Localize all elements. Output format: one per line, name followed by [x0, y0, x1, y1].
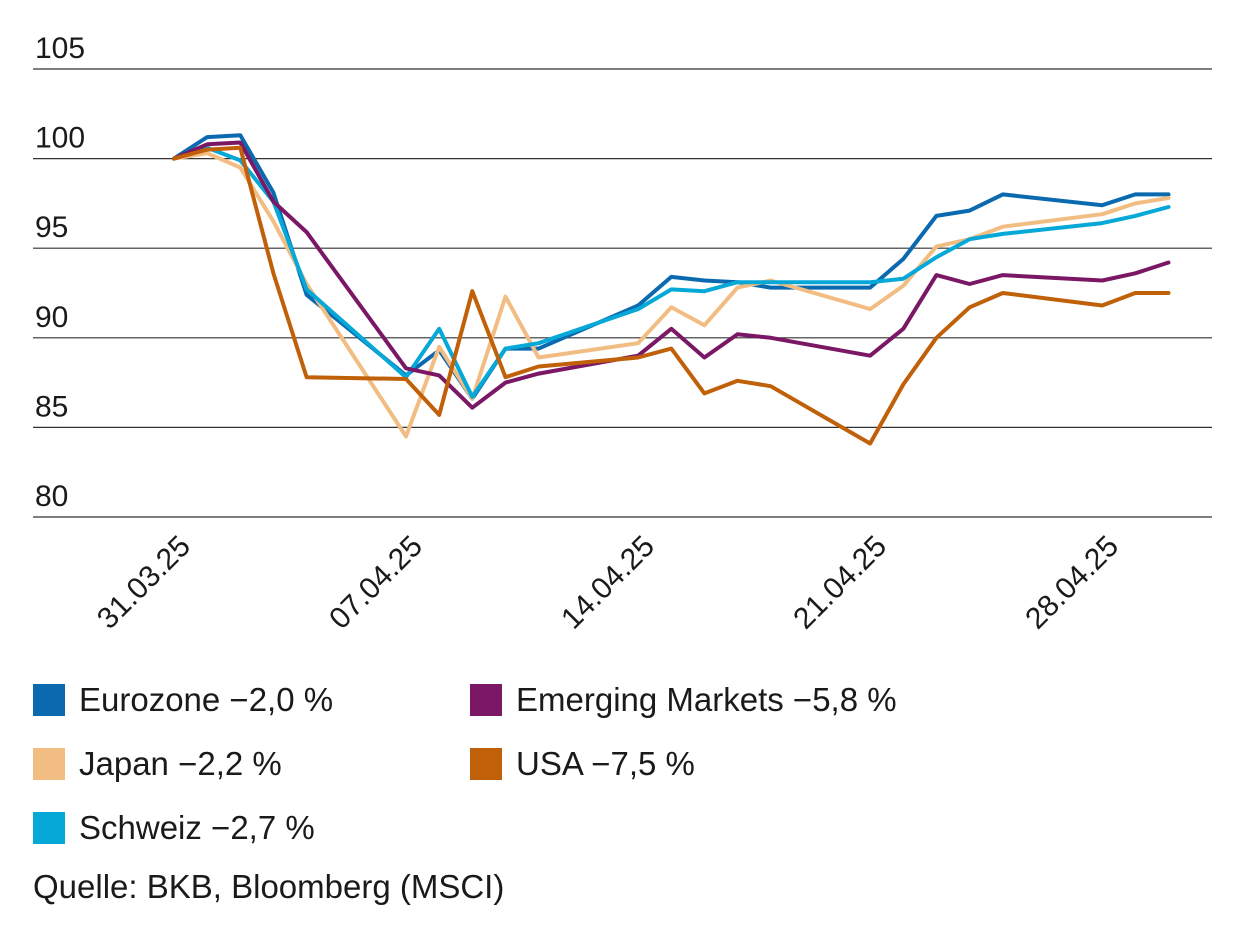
legend-item-usa: USA −7,5 % — [470, 744, 695, 784]
legend-item-schweiz: Schweiz −2,7 % — [33, 808, 315, 848]
series-line — [172, 145, 1171, 399]
legend-label: USA −7,5 % — [516, 745, 695, 782]
x-axis-ticks: 31.03.25 07.04.25 14.04.25 21.04.25 28.04.25 — [91, 530, 1125, 636]
y-tick-label: 90 — [35, 301, 68, 334]
legend-label: Eurozone −2,0 % — [79, 681, 334, 718]
legend-label: Japan −2,2 % — [79, 745, 282, 782]
legend-swatch — [470, 748, 502, 780]
grid-lines — [33, 68, 1212, 518]
legend-item-eurozone: Eurozone −2,0 % — [33, 680, 333, 720]
y-axis-ticks: 105 100 95 90 85 80 — [35, 32, 85, 513]
y-tick-label: 105 — [35, 32, 85, 65]
legend-swatch — [33, 812, 65, 844]
series-line — [172, 145, 1171, 446]
source-note: Quelle: BKB, Bloomberg (MSCI) — [33, 868, 505, 905]
legend-label: Schweiz −2,7 % — [79, 809, 315, 846]
series-line — [172, 133, 1171, 401]
legend-swatch — [33, 748, 65, 780]
x-tick-label: 28.04.25 — [1019, 530, 1125, 636]
y-tick-label: 95 — [35, 211, 68, 244]
legend-item-emerging-markets: Emerging Markets −5,8 % — [470, 680, 897, 720]
line-chart: 105 100 95 90 85 80 31.03.25 07.04.25 14.04.25 2… — [33, 32, 1212, 636]
y-tick-label: 80 — [35, 480, 68, 513]
x-tick-label: 07.04.25 — [323, 530, 429, 636]
legend-swatch — [470, 684, 502, 716]
x-tick-label: 21.04.25 — [787, 530, 893, 636]
x-tick-label: 31.03.25 — [91, 530, 197, 636]
legend-swatch — [33, 684, 65, 716]
legend-item-japan: Japan −2,2 % — [33, 744, 282, 784]
series-line — [172, 140, 1171, 410]
y-tick-label: 85 — [35, 390, 68, 423]
series-lines — [172, 133, 1171, 446]
y-tick-label: 100 — [35, 122, 85, 155]
legend-label: Emerging Markets −5,8 % — [516, 681, 897, 718]
x-tick-label: 14.04.25 — [555, 530, 661, 636]
